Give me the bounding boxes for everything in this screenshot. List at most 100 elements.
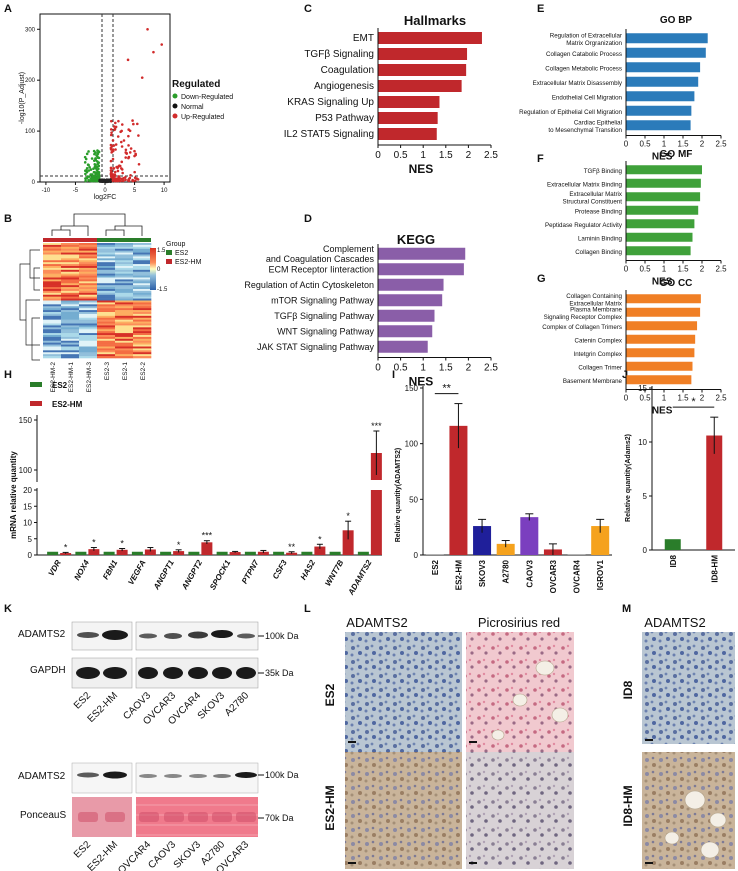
heatmap-cell <box>133 327 152 330</box>
heatmap-cell <box>79 344 98 347</box>
up-point <box>110 174 113 178</box>
heatmap-cell <box>115 246 134 250</box>
lane-label: SKOV3 <box>172 839 204 871</box>
h-y-label: mRNA relative quantity <box>9 451 18 539</box>
heatmap-cell <box>97 323 116 326</box>
heatmap-cell <box>79 285 98 288</box>
up-point <box>109 133 113 137</box>
heatmap-cell <box>79 267 98 271</box>
panel-label-a: A <box>4 3 12 15</box>
heatmap-cell <box>133 289 152 292</box>
heatmap-cell <box>43 285 62 288</box>
heatmap-cell <box>61 289 80 292</box>
heatmap-cell <box>79 352 98 355</box>
heatmap-cell <box>115 315 134 319</box>
up-point <box>120 145 124 148</box>
heatmap-cell <box>97 302 116 305</box>
heatmap-cell <box>115 338 134 342</box>
heatmap-cell <box>133 331 152 334</box>
heatmap-column-label: ES2-2 <box>140 362 147 380</box>
heatmap-cell <box>61 246 80 250</box>
bar-es2hm <box>201 542 213 555</box>
down-point <box>95 168 99 172</box>
heatmap-cell <box>97 313 116 317</box>
x-category-label: OVCAR4 <box>573 559 582 593</box>
heatmap-cell <box>115 262 134 265</box>
significance-mark: * <box>318 534 322 544</box>
heatmap-cell <box>97 292 116 296</box>
category-label: Signaling Receptor Complex <box>544 314 623 321</box>
heatmap-cell <box>61 352 80 355</box>
heatmap-cell <box>133 283 152 286</box>
up-point <box>116 165 120 168</box>
heatmap-cell <box>97 283 116 286</box>
heatmap-cell <box>115 266 134 269</box>
heatmap-cell <box>133 244 152 248</box>
heatmap-cell <box>133 313 152 317</box>
heatmap-cell <box>43 323 62 326</box>
blot2-size-100k: 100k Da <box>265 770 299 780</box>
down-point <box>92 159 96 162</box>
histo-row-es2: ES2 <box>323 683 337 706</box>
category-label: Regulation of Actin Cytoskeleton <box>244 280 374 290</box>
significance-mark: * <box>177 540 181 550</box>
heatmap-cell <box>115 352 134 355</box>
bar-es2 <box>160 551 172 555</box>
heatmap-cell <box>61 294 80 297</box>
bar <box>626 76 699 87</box>
category-label: Catenin Complex <box>575 337 623 344</box>
histo-row-es2hm: ES2-HM <box>323 785 337 830</box>
heatmap-cell <box>43 281 62 284</box>
up-point <box>113 128 116 132</box>
heatmap-cell <box>97 287 116 290</box>
heatmap-cell <box>115 281 134 284</box>
blot-top-bands <box>76 630 256 679</box>
heatmap-cell <box>79 335 98 338</box>
heatmap-cell <box>97 352 116 355</box>
up-point <box>113 170 117 174</box>
heatmap-cell <box>97 266 116 269</box>
heatmap-cell <box>79 340 98 343</box>
normal-point <box>99 180 102 183</box>
heatmap-cell <box>43 243 62 246</box>
heatmap-cell <box>43 246 62 250</box>
up-point <box>134 152 137 156</box>
heatmap-cell <box>97 267 116 271</box>
volcano-x-tick-label: 10 <box>161 188 168 194</box>
bar <box>378 96 440 108</box>
x-category-label: NOX4 <box>72 558 91 582</box>
x-axis-label: NES <box>652 277 673 288</box>
bar <box>706 435 723 550</box>
bar <box>378 294 443 307</box>
down-point <box>92 149 96 153</box>
volcano-y-label: -log10(P_Adjust) <box>19 72 26 124</box>
heatmap-cell <box>43 283 62 286</box>
histo-es2hm-picrosirius <box>466 752 574 869</box>
heatmap-cell <box>43 319 62 322</box>
legend-hm-label: ES2-HM <box>52 400 83 409</box>
category-label: Extracellular Matrix <box>569 300 623 307</box>
heatmap-cell <box>61 319 80 322</box>
heatmap-cell <box>133 312 152 315</box>
histo-es2-adamts2 <box>345 632 462 756</box>
y-tick-label: 100 <box>19 466 33 475</box>
heatmap-cell <box>133 279 152 282</box>
heatmap-cell <box>133 281 152 284</box>
up-point <box>116 169 120 173</box>
up-point <box>124 178 127 182</box>
heatmap-cell <box>115 319 134 322</box>
normal-point <box>101 180 104 183</box>
x-category-label: ANGPT1 <box>151 558 176 592</box>
heatmap-cell <box>61 340 80 343</box>
up-point <box>109 128 113 131</box>
heatmap-cell <box>97 338 116 342</box>
down-point <box>96 149 99 152</box>
y-tick-label: 10 <box>638 438 647 447</box>
bar <box>626 178 701 188</box>
heatmap-scale-max: 1.5 <box>157 248 166 254</box>
bar <box>626 246 691 256</box>
down-point <box>89 173 92 176</box>
heatmap-cell <box>133 273 152 276</box>
panel-label-m: M <box>622 603 631 615</box>
category-label: Protease Binding <box>575 208 623 215</box>
